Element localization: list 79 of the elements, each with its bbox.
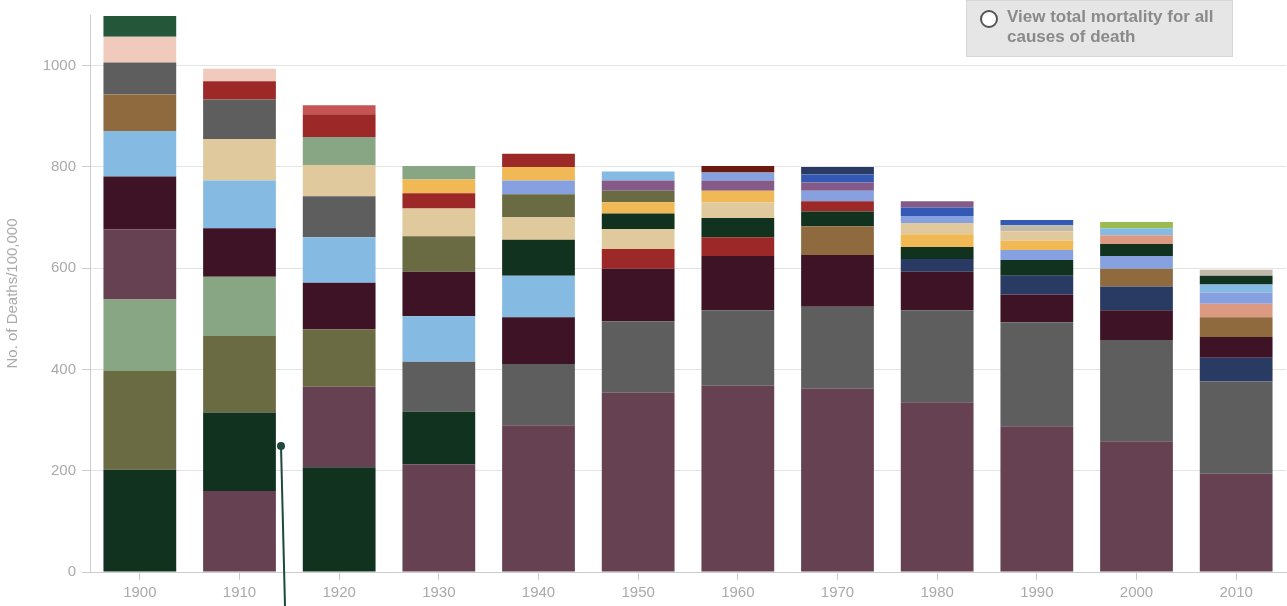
y-tick-label: 0	[67, 562, 76, 580]
bar	[900, 271, 974, 311]
bar	[900, 259, 974, 272]
bar	[302, 105, 376, 115]
bar	[302, 329, 376, 387]
x-tick-label: 1950	[621, 583, 655, 601]
bar	[801, 388, 874, 572]
x-tick-label: 2000	[1119, 583, 1154, 601]
bar	[203, 490, 276, 572]
bar	[701, 256, 775, 311]
bar	[1100, 268, 1173, 287]
bar	[1000, 275, 1074, 295]
y-tick-label: 200	[50, 460, 76, 478]
y-tick-label: 600	[50, 258, 76, 276]
bar	[900, 402, 974, 572]
bar	[502, 363, 575, 426]
bar	[601, 392, 675, 572]
bar	[103, 16, 177, 37]
radio-button: View total mortality for all causes of death	[966, 0, 1233, 57]
bar	[502, 239, 575, 276]
bar	[1100, 286, 1173, 311]
x-tick-label: 1930	[422, 583, 456, 601]
bar	[1100, 222, 1173, 229]
x-tick-label: 1970	[820, 583, 855, 601]
x-tick-label: 1940	[521, 583, 556, 601]
bar	[103, 370, 177, 470]
bar	[402, 165, 476, 180]
bar	[801, 306, 874, 389]
bar	[502, 166, 575, 181]
x-tick-label: 1960	[721, 583, 755, 601]
bar	[1199, 317, 1273, 338]
x-tick-label: 1910	[222, 583, 257, 601]
y-tick-label: 400	[50, 359, 76, 377]
bar	[402, 179, 476, 194]
y-tick-label: 1000	[42, 55, 76, 73]
bar	[402, 464, 476, 572]
bar	[601, 268, 675, 322]
bar	[1000, 322, 1074, 427]
bar	[900, 223, 974, 235]
bar	[701, 218, 775, 238]
y-axis-title: No. of Deaths/100,000	[3, 218, 21, 369]
bar	[1199, 473, 1273, 572]
bar	[1000, 260, 1074, 276]
bar	[1199, 269, 1273, 276]
bar	[701, 385, 775, 572]
bar	[801, 211, 874, 227]
bar	[1199, 381, 1273, 474]
bar	[203, 139, 276, 181]
bar	[1100, 340, 1173, 442]
bar	[601, 190, 675, 203]
annotation: View total mortality for all causes of death	[1007, 7, 1214, 46]
bar	[203, 68, 276, 82]
bar	[302, 164, 376, 197]
bar	[402, 208, 476, 237]
bar	[203, 336, 276, 413]
bar	[502, 317, 575, 364]
bar	[502, 425, 575, 572]
x-tick-label: 2010	[1219, 583, 1253, 601]
x-tick-label: 1920	[322, 583, 356, 601]
bar	[502, 194, 575, 218]
bar	[1000, 294, 1074, 323]
x-tick-label: 1980	[920, 583, 954, 601]
bar	[103, 94, 177, 131]
bar	[1100, 310, 1173, 341]
bar	[900, 246, 974, 260]
bar	[1100, 235, 1173, 244]
bar	[1199, 303, 1273, 318]
bar	[402, 236, 476, 272]
bar	[601, 321, 675, 393]
bar	[801, 226, 874, 256]
x-tick-label: 1900	[123, 583, 157, 601]
bar	[900, 310, 974, 403]
bar	[1000, 426, 1074, 572]
x-tick-label: 1990	[1020, 583, 1054, 601]
bar	[801, 255, 874, 307]
bar	[1100, 441, 1173, 572]
bar	[701, 310, 775, 386]
bar	[701, 165, 775, 173]
y-tick-label: 800	[50, 157, 76, 175]
